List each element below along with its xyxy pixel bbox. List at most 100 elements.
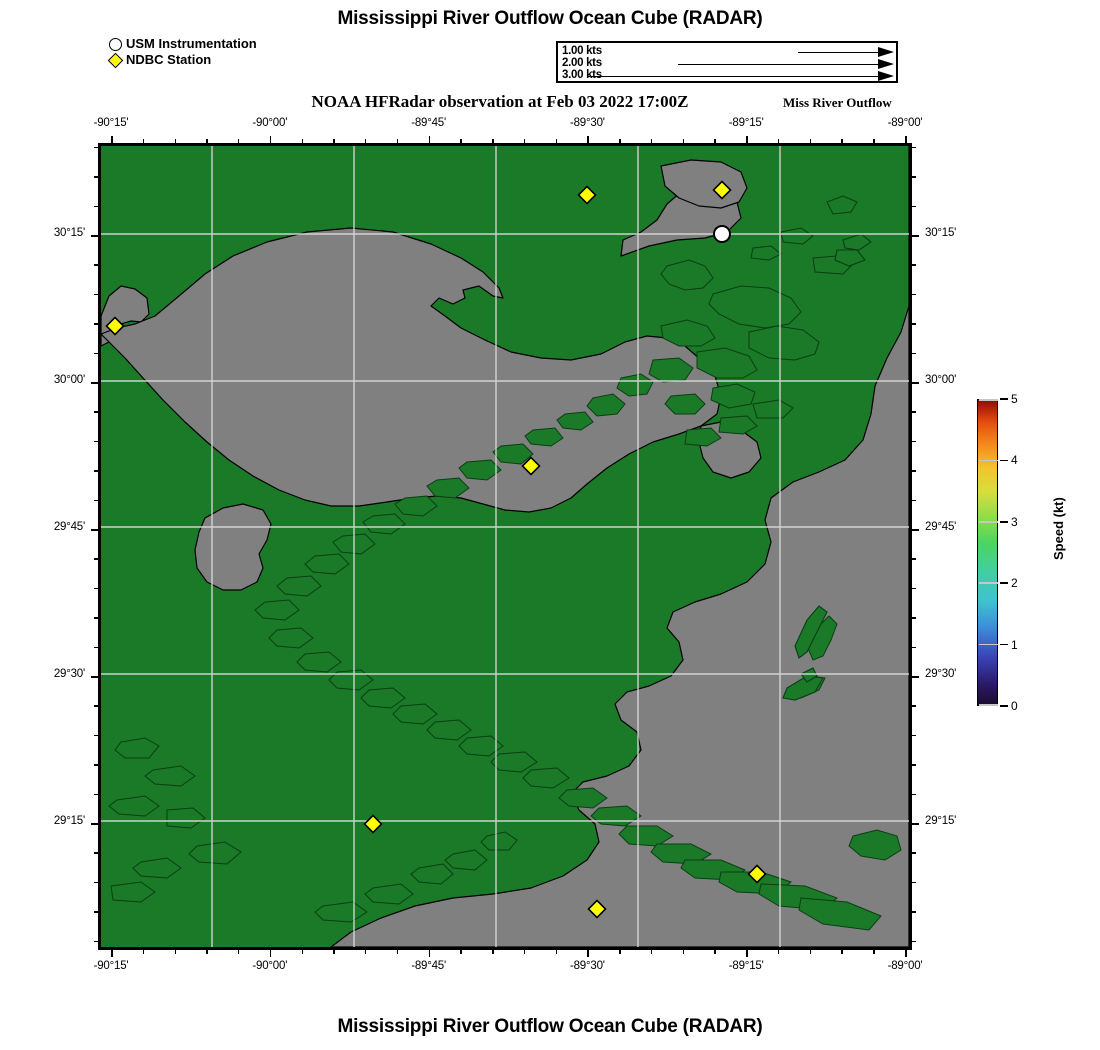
axis-tick bbox=[238, 139, 240, 145]
axis-tick bbox=[809, 139, 812, 145]
legend-label-ndbc: NDBC Station bbox=[126, 52, 212, 67]
colorbar-inner-tick bbox=[979, 643, 998, 646]
lat-label-right-0: 30°15' bbox=[925, 227, 957, 239]
axis-tick bbox=[94, 587, 100, 590]
lon-label-bottom-3: -89°30' bbox=[569, 960, 605, 972]
velocity-scale-label-1: 1.00 kts bbox=[562, 45, 602, 57]
axis-tick bbox=[682, 139, 685, 145]
velocity-arrow-head-3 bbox=[878, 70, 894, 81]
lon-label-3: -89°30' bbox=[569, 117, 605, 129]
axis-tick bbox=[94, 440, 100, 443]
velocity-scale-label-3: 3.00 kts bbox=[562, 69, 602, 81]
axis-tick bbox=[301, 948, 303, 954]
axis-tick bbox=[587, 136, 589, 145]
axis-tick bbox=[94, 176, 100, 178]
axis-tick bbox=[94, 881, 100, 884]
axis-tick bbox=[619, 139, 621, 145]
axis-tick bbox=[238, 948, 240, 954]
observation-subtitle: NOAA HFRadar observation at Feb 03 2022 … bbox=[311, 92, 689, 111]
axis-tick bbox=[206, 139, 208, 145]
colorbar-tick-label: 4 bbox=[1011, 453, 1018, 468]
lon-label-5: -89°00' bbox=[887, 117, 923, 129]
diamond-marker-icon bbox=[107, 52, 124, 68]
axis-tick bbox=[841, 139, 843, 145]
axis-tick bbox=[94, 940, 100, 942]
axis-tick bbox=[94, 411, 100, 413]
axis-tick bbox=[94, 470, 100, 472]
axis-tick bbox=[94, 734, 100, 737]
axis-tick bbox=[111, 136, 113, 145]
axis-tick bbox=[523, 139, 526, 145]
axis-tick bbox=[910, 705, 916, 707]
axis-tick bbox=[94, 264, 100, 266]
axis-tick bbox=[174, 139, 176, 145]
axis-tick bbox=[94, 764, 100, 766]
axis-tick bbox=[910, 323, 916, 325]
station-markers bbox=[105, 180, 767, 919]
colorbar-tick-label: 3 bbox=[1011, 514, 1018, 529]
axis-tick bbox=[91, 235, 100, 237]
lon-label-1: -90°00' bbox=[252, 117, 288, 129]
circle-marker-icon bbox=[108, 37, 123, 51]
axis-tick bbox=[841, 948, 843, 954]
axis-tick bbox=[910, 382, 919, 384]
region-label: Miss River Outflow bbox=[783, 95, 892, 110]
colorbar-title: Speed (kt) bbox=[1051, 497, 1066, 560]
lat-label-4: 29°15' bbox=[53, 815, 85, 827]
axis-tick bbox=[555, 139, 558, 145]
lon-label-bottom-0: -90°15' bbox=[93, 960, 129, 972]
axis-tick bbox=[460, 948, 462, 954]
axis-tick bbox=[94, 205, 100, 207]
velocity-scale-label-2: 2.00 kts bbox=[562, 57, 602, 69]
axis-tick bbox=[396, 948, 399, 954]
lon-label-2: -89°45' bbox=[411, 117, 446, 129]
footer-title: Mississippi River Outflow Ocean Cube (RA… bbox=[337, 1016, 763, 1037]
legend-item-usm: USM Instrumentation bbox=[108, 36, 257, 52]
axis-tick bbox=[910, 558, 916, 560]
colorbar-tick bbox=[1000, 705, 1008, 707]
axis-tick bbox=[269, 136, 272, 145]
velocity-scale-row-1: 1.00 kts bbox=[558, 45, 896, 59]
axis-tick bbox=[873, 139, 875, 145]
colorbar-tick bbox=[1000, 398, 1008, 400]
page-title: Mississippi River Outflow Ocean Cube (RA… bbox=[337, 8, 763, 29]
axis-tick bbox=[910, 176, 916, 178]
axis-tick bbox=[587, 948, 589, 957]
axis-tick bbox=[94, 646, 100, 648]
velocity-scale-row-3: 3.00 kts bbox=[558, 69, 896, 83]
axis-tick bbox=[910, 734, 916, 737]
axis-tick bbox=[910, 470, 916, 472]
colorbar-inner-tick bbox=[979, 459, 998, 462]
axis-tick bbox=[650, 948, 653, 954]
colorbar-gradient bbox=[977, 399, 998, 706]
lon-label-bottom-4: -89°15' bbox=[728, 960, 764, 972]
axis-tick bbox=[910, 146, 916, 149]
axis-tick bbox=[777, 948, 780, 954]
coastline-map bbox=[101, 146, 909, 947]
map-canvas[interactable] bbox=[98, 143, 912, 950]
axis-tick bbox=[91, 676, 100, 678]
axis-tick bbox=[396, 139, 399, 145]
axis-tick bbox=[714, 948, 716, 954]
axis-tick bbox=[910, 881, 916, 884]
velocity-arrow-shaft-1 bbox=[798, 52, 878, 53]
lat-label-2: 29°45' bbox=[53, 521, 85, 533]
colorbar-tick bbox=[1000, 643, 1008, 646]
axis-tick bbox=[94, 352, 100, 354]
lat-label-right-2: 29°45' bbox=[925, 521, 957, 533]
axis-tick bbox=[94, 911, 100, 913]
axis-tick bbox=[492, 139, 494, 145]
colorbar[interactable]: 0 1 2 3 4 5 bbox=[977, 392, 1018, 713]
axis-tick bbox=[910, 823, 919, 825]
axis-tick bbox=[905, 136, 907, 145]
axis-tick bbox=[111, 948, 113, 957]
legend-item-ndbc: NDBC Station bbox=[107, 52, 257, 68]
axis-tick bbox=[682, 948, 685, 954]
lat-label-right-1: 30°00' bbox=[925, 374, 957, 386]
axis-tick bbox=[555, 948, 558, 954]
lat-label-1: 30°00' bbox=[53, 374, 85, 386]
axis-tick bbox=[910, 293, 916, 296]
colorbar-tick-label: 1 bbox=[1011, 637, 1018, 652]
axis-tick bbox=[94, 852, 100, 854]
axis-tick bbox=[523, 948, 526, 954]
